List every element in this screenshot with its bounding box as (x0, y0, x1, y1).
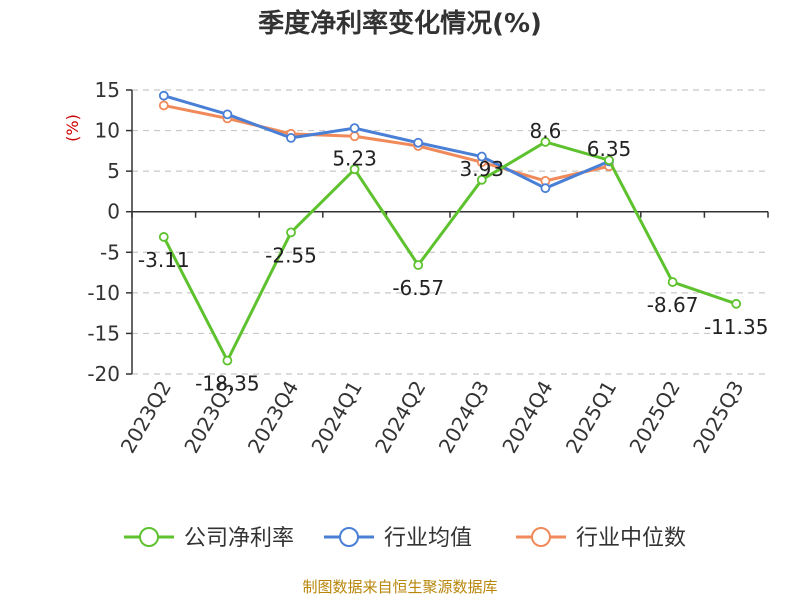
data-labels: -3.11 -18.35 -2.55 5.23 -6.57 3.93 8.6 6.35 -8.6… (138, 119, 769, 396)
legend-swatch-marker (139, 527, 159, 547)
y-tick-label: 0 (107, 200, 120, 224)
y-tick-label: -5 (100, 240, 120, 264)
data-label: 6.35 (587, 137, 632, 161)
series-line (162, 140, 737, 363)
data-label: 8.6 (529, 119, 561, 143)
y-axis-ticks: 15 10 5 0 -5 -10 -15 -20 (87, 78, 133, 386)
x-tick-label: 2024Q2 (370, 377, 430, 458)
x-tick-label: 2024Q4 (497, 377, 557, 458)
data-label: 5.23 (332, 146, 377, 170)
x-tick-label: 2024Q3 (434, 377, 494, 458)
data-label: -3.11 (138, 248, 190, 272)
legend-swatch-marker (531, 527, 551, 547)
x-tick-label: 2025Q2 (624, 377, 684, 458)
series-line (163, 94, 610, 190)
x-tick-label: 2023Q2 (116, 377, 176, 458)
data-point (158, 90, 169, 101)
legend-swatch-marker (339, 527, 359, 547)
y-axis-label: (%) (63, 114, 82, 142)
x-tick-label: 2024Q1 (306, 377, 366, 458)
data-point (349, 131, 360, 142)
data-label: -18.35 (195, 372, 259, 396)
data-point (158, 232, 169, 242)
data-point (540, 137, 551, 147)
legend-label: 公司净利率 (184, 526, 294, 551)
source-note: 制图数据来自恒生聚源数据库 (302, 578, 497, 596)
data-point (476, 174, 487, 185)
data-label: -2.55 (265, 243, 317, 267)
legend: 公司净利率 行业均值 行业中位数 (124, 526, 686, 551)
data-point (540, 183, 551, 194)
data-label: 3.93 (460, 157, 505, 181)
data-point (413, 260, 424, 270)
data-point (413, 137, 424, 148)
data-point (349, 123, 360, 134)
grid-lines (132, 89, 768, 375)
y-tick-label: 5 (107, 159, 120, 183)
chart-title: 季度净利率变化情况(%) (258, 8, 542, 39)
y-tick-label: -10 (87, 281, 120, 305)
data-point (286, 132, 296, 143)
legend-label: 行业中位数 (576, 526, 686, 551)
y-tick-label: 10 (95, 119, 120, 143)
data-point (604, 155, 614, 166)
legend-label: 行业均值 (384, 526, 472, 551)
data-point (222, 355, 233, 366)
x-tick-label: 2025Q3 (688, 377, 748, 458)
series-group (158, 90, 742, 366)
data-point (349, 164, 360, 175)
data-point (476, 151, 487, 162)
data-label: -11.35 (704, 315, 768, 339)
data-label: -6.57 (392, 276, 444, 300)
data-point (286, 227, 296, 238)
y-tick-label: -20 (87, 362, 120, 386)
data-point (731, 298, 742, 309)
series-line (163, 103, 610, 183)
data-point (222, 109, 233, 120)
data-label: -8.67 (647, 293, 699, 317)
data-point (667, 277, 678, 287)
data-point (158, 100, 169, 111)
y-tick-label: -15 (87, 321, 120, 345)
y-tick-label: 15 (95, 78, 120, 102)
x-tick-label: 2025Q1 (561, 377, 621, 458)
